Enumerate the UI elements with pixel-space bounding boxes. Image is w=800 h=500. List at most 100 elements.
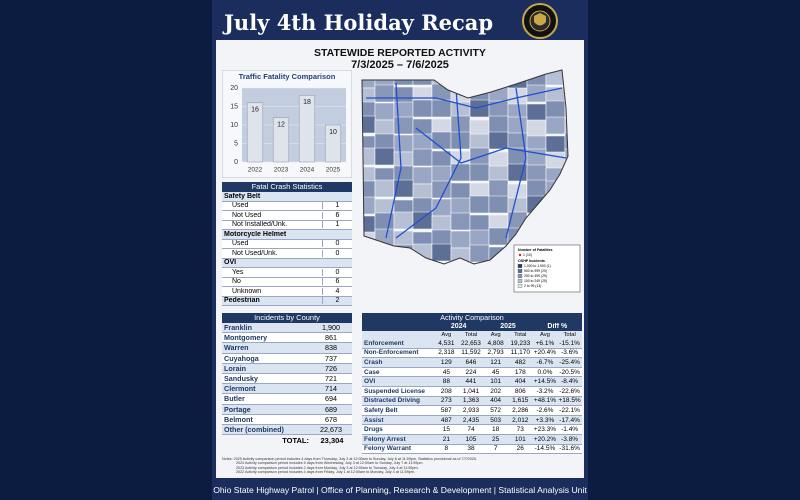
cell-value: 2,793 [487, 349, 504, 357]
badge [522, 3, 558, 39]
county [526, 179, 547, 198]
row-label: Not Installed/Unk. [232, 221, 288, 229]
table-row: Felony Arrest 21 105 25 101 +20.2% -3.8% [362, 434, 582, 445]
county [431, 243, 452, 262]
table-row: Butler 694 [222, 394, 352, 405]
row-label: Enforcement [364, 339, 404, 347]
county [488, 131, 509, 150]
row-label: No [232, 278, 241, 286]
cell-value: -3.2% [536, 387, 554, 395]
cell-value: -20.5% [559, 368, 580, 376]
county [545, 135, 566, 154]
county [564, 183, 568, 202]
table-row: Assist 487 2,435 503 2,012 +3.3% -17.4% [362, 415, 582, 426]
table-row: Case 45 224 45 178 0.0% -20.5% [362, 367, 582, 378]
table-row: Other (combined) 22,673 [222, 424, 352, 436]
cell-value: 11,170 [510, 349, 530, 357]
county-name: Butler [224, 394, 245, 404]
cell-value: 8 [444, 445, 449, 453]
cell-value: 21 [442, 435, 450, 443]
table-row: Drugs 15 74 18 73 +23.3% -1.4% [362, 425, 582, 435]
cell-value: +23.3% [533, 426, 557, 434]
legend-fatalities: 1 (10) [523, 253, 532, 257]
activity-title: STATEWIDE REPORTED ACTIVITY [314, 47, 486, 59]
y-tick-label: 20 [230, 85, 238, 92]
table-row: Not Used 6 [222, 211, 352, 221]
county [374, 179, 395, 198]
cell-value: 45 [492, 368, 500, 376]
county [374, 247, 395, 264]
county [362, 180, 376, 199]
sub-row: Avg Total Avg Total Avg Total [362, 331, 582, 339]
table-row: Crash 129 646 121 482 -6.7% -25.4% [362, 358, 582, 368]
county [469, 244, 490, 263]
cell-value: -1.4% [561, 426, 579, 434]
legend-swatch [517, 284, 523, 288]
row-value: 0 [322, 268, 352, 276]
county [393, 116, 414, 135]
row-label: Assist [364, 416, 384, 424]
legend-swatch [517, 269, 523, 273]
table-row: Enforcement 4,531 22,653 4,808 19,233 +6.1% -1… [362, 339, 582, 349]
county [469, 163, 490, 182]
cell-value: 129 [440, 358, 452, 366]
total-row: TOTAL: 23,304 [222, 435, 352, 446]
county [507, 71, 528, 90]
cell-value: +20.4% [533, 349, 557, 357]
county [469, 70, 490, 87]
county-name: Franklin [224, 323, 252, 333]
year-header: 2025 [500, 323, 516, 330]
legend-range: 250 to 499 (29) [524, 274, 547, 278]
county [469, 262, 490, 264]
county [564, 212, 568, 231]
table-row: Sandusky 721 [222, 373, 352, 385]
total-label: TOTAL: [282, 436, 309, 446]
cell-value: +6.1% [535, 339, 555, 347]
county [412, 148, 433, 167]
table-row: Not Installed/Unk. 1 [222, 220, 352, 230]
county [507, 116, 528, 135]
state-outline [361, 69, 569, 265]
county [362, 231, 376, 250]
table-row: No 6 [222, 277, 352, 287]
x-tick-label: 2022 [248, 167, 263, 174]
county [545, 227, 566, 246]
cell-value: 11,592 [461, 349, 481, 357]
legend-range: 100 to 249 (25) [524, 279, 547, 283]
footer-bar [212, 480, 588, 500]
table-row: Portage 689 [222, 404, 352, 415]
cell-value: -15.1% [559, 339, 580, 347]
county-value: 714 [325, 384, 337, 394]
cell-value: 487 [440, 416, 452, 424]
cell-value: 2,318 [438, 349, 455, 357]
cell-value: 202 [490, 387, 502, 395]
cell-value: 45 [442, 368, 450, 376]
county [545, 116, 566, 135]
county [393, 134, 414, 153]
highway [366, 87, 563, 109]
notes: Notes: 2025 Activity comparison period i… [222, 457, 582, 475]
legend-frame [513, 244, 581, 293]
county [564, 70, 568, 86]
footer-text: Ohio State Highway Patrol | Office of Pl… [213, 485, 587, 495]
cell-value: 15 [442, 426, 450, 434]
bar [246, 102, 264, 163]
legend-incidents-title: OSHP Incidents [518, 259, 545, 263]
cell-value: 18 [492, 426, 500, 434]
row-label: Suspended License [364, 387, 426, 395]
cell-value: 4,531 [438, 339, 455, 347]
data-label: 10 [329, 129, 337, 136]
cell-value: 22,653 [461, 339, 481, 347]
table-row: OVI 88 441 101 404 +14.5% -8.4% [362, 377, 582, 387]
row-label: Felony Arrest [364, 435, 406, 443]
county-value: 838 [325, 343, 337, 353]
county [362, 196, 376, 215]
county [374, 147, 395, 166]
county-table: Incidents by County Franklin 1,900 Montgome… [222, 313, 352, 446]
bar [298, 95, 316, 163]
county [450, 70, 471, 86]
row-label: Crash [364, 358, 383, 366]
cell-value: 273 [440, 397, 452, 405]
row-value: 2 [322, 297, 352, 305]
